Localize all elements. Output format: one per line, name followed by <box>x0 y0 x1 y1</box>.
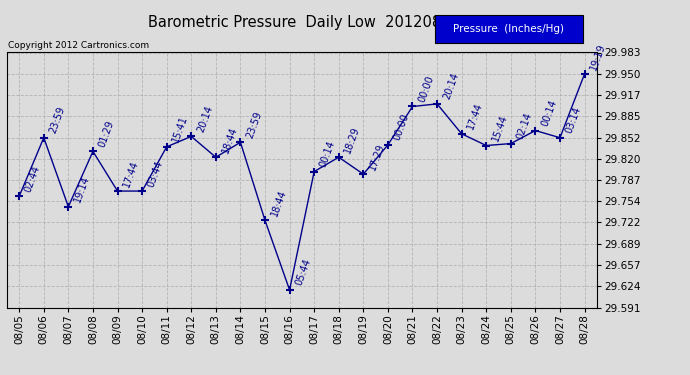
Text: 20:14: 20:14 <box>441 72 460 101</box>
Text: 20:14: 20:14 <box>195 104 215 134</box>
Text: 17:29: 17:29 <box>368 142 386 171</box>
Text: 02:44: 02:44 <box>23 164 42 194</box>
Text: 18:29: 18:29 <box>343 125 362 154</box>
Text: 19:14: 19:14 <box>72 174 91 204</box>
Text: 23:59: 23:59 <box>244 110 264 140</box>
Text: 19:19: 19:19 <box>589 42 608 71</box>
Text: 18:44: 18:44 <box>269 188 288 218</box>
Text: Pressure  (Inches/Hg): Pressure (Inches/Hg) <box>453 24 564 34</box>
Text: 15:44: 15:44 <box>491 113 509 143</box>
Text: 15:41: 15:41 <box>171 114 190 144</box>
Text: 05:44: 05:44 <box>294 258 313 287</box>
Text: 03:14: 03:14 <box>564 105 583 135</box>
Text: Barometric Pressure  Daily Low  20120829: Barometric Pressure Daily Low 20120829 <box>148 15 460 30</box>
Text: Copyright 2012 Cartronics.com: Copyright 2012 Cartronics.com <box>8 41 150 50</box>
Text: 00:14: 00:14 <box>318 139 337 169</box>
Text: 17:44: 17:44 <box>121 159 141 188</box>
Text: 03:44: 03:44 <box>146 159 165 188</box>
Text: 17:44: 17:44 <box>466 101 485 131</box>
Text: 18:44: 18:44 <box>220 125 239 154</box>
Text: 01:29: 01:29 <box>97 119 116 148</box>
Text: 02:14: 02:14 <box>515 111 534 141</box>
Text: 00:00: 00:00 <box>417 74 435 104</box>
Text: 00:00: 00:00 <box>392 112 411 142</box>
Text: 00:14: 00:14 <box>540 98 558 128</box>
Text: 23:59: 23:59 <box>48 105 67 135</box>
